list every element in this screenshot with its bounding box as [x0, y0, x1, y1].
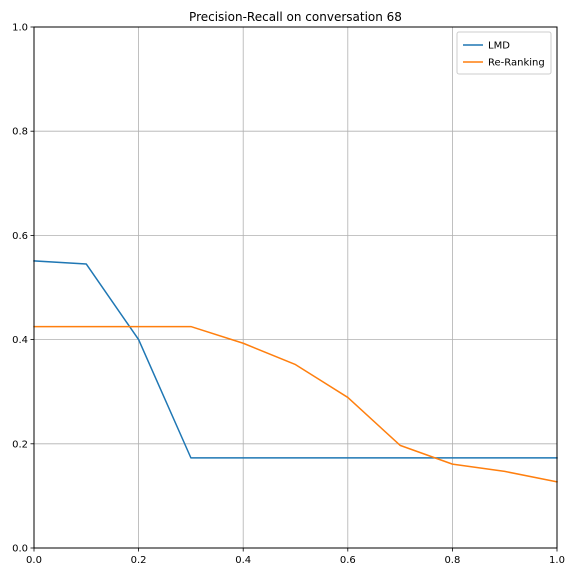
plot-frame [33, 26, 558, 549]
y-tick-label: 0.8 [12, 127, 28, 138]
x-tick-label: 1.0 [549, 555, 565, 566]
series-line-lmd [33, 260, 558, 459]
legend-label: Re-Ranking [488, 58, 545, 69]
x-tick-label: 0.8 [444, 555, 460, 566]
legend: LMD Re-Ranking [456, 31, 552, 75]
chart-title: Precision-Recall on conversation 68 [189, 10, 402, 24]
legend-box [456, 31, 552, 75]
series-layer [33, 260, 558, 483]
y-tick-label: 1.0 [12, 23, 28, 34]
series-line-re-ranking [33, 325, 558, 483]
y-axis: 0.0 0.2 0.4 0.6 0.8 1.0 [12, 23, 34, 555]
x-axis: 0.0 0.2 0.4 0.6 0.8 1.0 [26, 548, 565, 566]
x-tick-label: 0.6 [340, 555, 356, 566]
y-tick-label: 0.2 [12, 439, 28, 450]
legend-label: LMD [488, 41, 510, 52]
y-tick-label: 0.0 [12, 544, 28, 555]
x-tick-label: 0.4 [235, 555, 251, 566]
y-tick-label: 0.6 [12, 231, 28, 242]
y-tick-label: 0.4 [12, 335, 28, 346]
x-tick-label: 0.0 [26, 555, 42, 566]
x-tick-label: 0.2 [131, 555, 147, 566]
